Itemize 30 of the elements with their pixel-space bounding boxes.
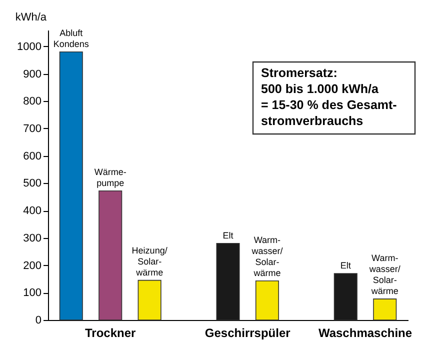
x-tick-label: Wärme- pumpe (94, 166, 126, 188)
y-tick-label: 200 (23, 260, 42, 272)
bar (138, 280, 162, 320)
x-tick-label: Warm- wasser/ Solar- wärme (250, 234, 284, 278)
bar (216, 242, 240, 320)
y-tick-label: 0 (35, 314, 42, 326)
y-axis-title: kWh/a (15, 12, 48, 24)
text: Geschirrspüler (204, 326, 291, 340)
y-tick-label: 400 (23, 205, 42, 218)
x-tick-label: Abluft Kondens (53, 28, 90, 49)
y-tick-label: 1000 (17, 40, 42, 53)
x-tick-label: Elt (340, 260, 352, 270)
bar (373, 298, 397, 320)
x-tick-label: Elt (222, 230, 234, 240)
y-tick-label: 500 (23, 178, 42, 190)
bar (98, 190, 122, 320)
bar (255, 280, 279, 320)
y-tick-label: 900 (23, 68, 42, 80)
annotation: Stromersatz: 500 bis 1.000 kWh/a = 15-30 % des Gesamt- stromverbrauchs (261, 66, 397, 128)
y-tick-label: 100 (23, 287, 42, 300)
text: Trockner (85, 326, 136, 340)
text: Waschmaschine (318, 326, 412, 340)
bar (59, 51, 83, 320)
y-tick-label: 300 (23, 232, 42, 244)
x-tick-label: Warm- wasser/ Solar- wärme (368, 252, 401, 296)
y-tick-label: 600 (23, 150, 42, 162)
y-tick-label: 700 (23, 122, 42, 135)
bar (334, 273, 358, 320)
y-tick-label: 800 (23, 96, 42, 108)
x-tick-label: Heizung/ Solar- wärme (132, 245, 168, 278)
